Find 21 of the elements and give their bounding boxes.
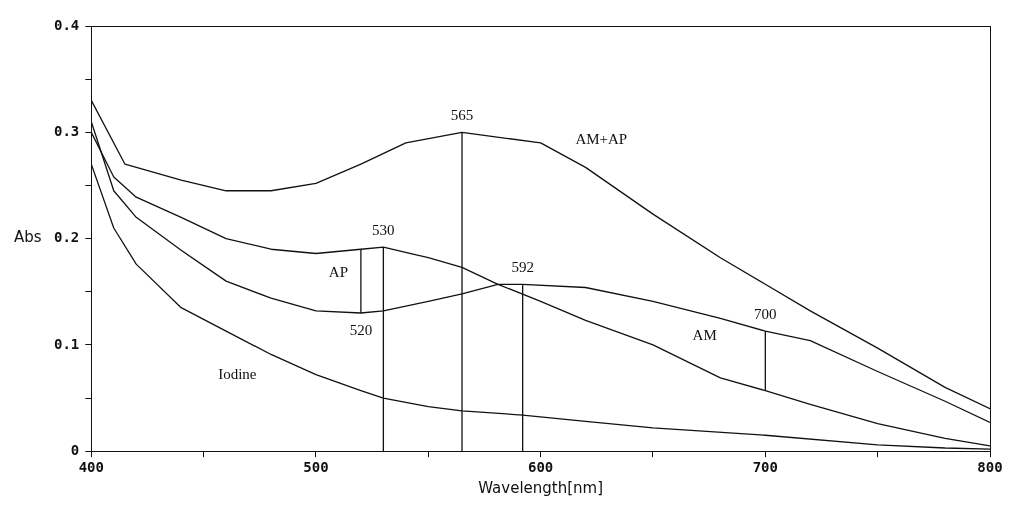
series-label: Iodine	[218, 365, 257, 382]
y-tick-label: 0.3	[53, 122, 80, 139]
x-tick-label: 700	[752, 459, 778, 476]
annotation: 700	[754, 306, 777, 323]
x-tick-label: 500	[303, 459, 329, 476]
annotation: 530	[372, 222, 395, 239]
x-axis-title: Wavelength[nm]	[478, 478, 604, 497]
series-label: AM+AP	[575, 130, 628, 147]
series-label: AM	[692, 327, 717, 344]
series-label: AP	[328, 263, 349, 280]
annotation: 520	[349, 321, 373, 338]
x-tick-label: 800	[977, 459, 1003, 476]
y-tick-label: 0	[70, 441, 80, 458]
x-tick-label: 600	[527, 459, 554, 476]
y-tick-label: 0.2	[53, 229, 80, 246]
x-tick-label: 400	[78, 459, 104, 476]
y-axis-title: Abs	[14, 228, 42, 247]
annotation: 565	[450, 107, 474, 124]
y-tick-label: 0.1	[53, 335, 80, 352]
annotation: 592	[511, 259, 534, 276]
y-tick-label: 0.4	[53, 16, 80, 33]
